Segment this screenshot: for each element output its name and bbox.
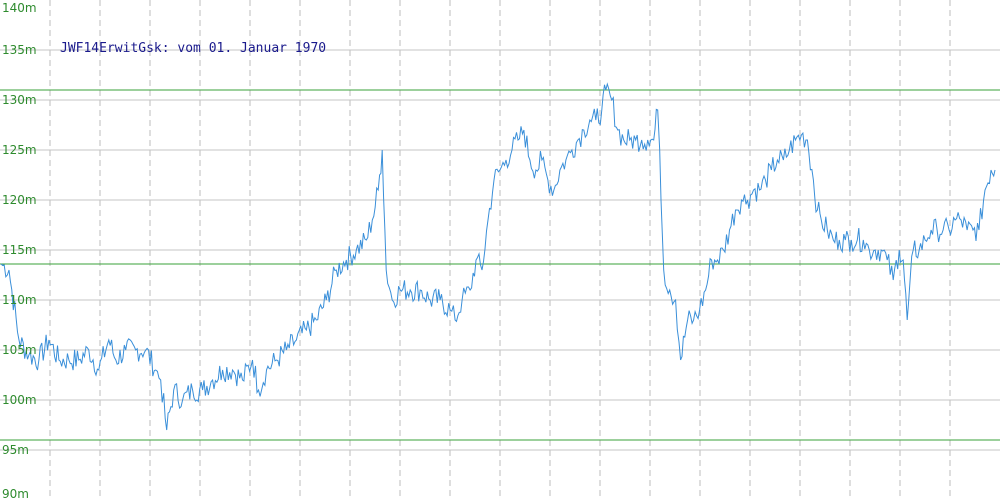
- y-tick-label: 105m: [2, 343, 37, 357]
- y-axis-tick-labels: 140m 135m 130m 125m 120m 115m 110m 105m 100m 95m 9…: [2, 1, 37, 500]
- y-tick-label: 115m: [2, 243, 37, 257]
- horizontal-gridlines: [0, 49, 1000, 451]
- price-series-line: [0, 82, 996, 431]
- y-tick-label: 120m: [2, 193, 37, 207]
- y-tick-label: 95m: [2, 443, 29, 457]
- y-tick-label: 130m: [2, 93, 37, 107]
- chart-title: JWF14ErwitGsk: vom 01. Januar 1970: [60, 41, 326, 56]
- y-tick-label: 100m: [2, 393, 37, 407]
- y-tick-label: 135m: [2, 43, 37, 57]
- reference-lines: [0, 89, 1000, 441]
- y-tick-label: 90m: [2, 487, 29, 500]
- y-tick-label: 125m: [2, 143, 37, 157]
- y-tick-label: 140m: [2, 1, 37, 15]
- y-tick-label: 110m: [2, 293, 37, 307]
